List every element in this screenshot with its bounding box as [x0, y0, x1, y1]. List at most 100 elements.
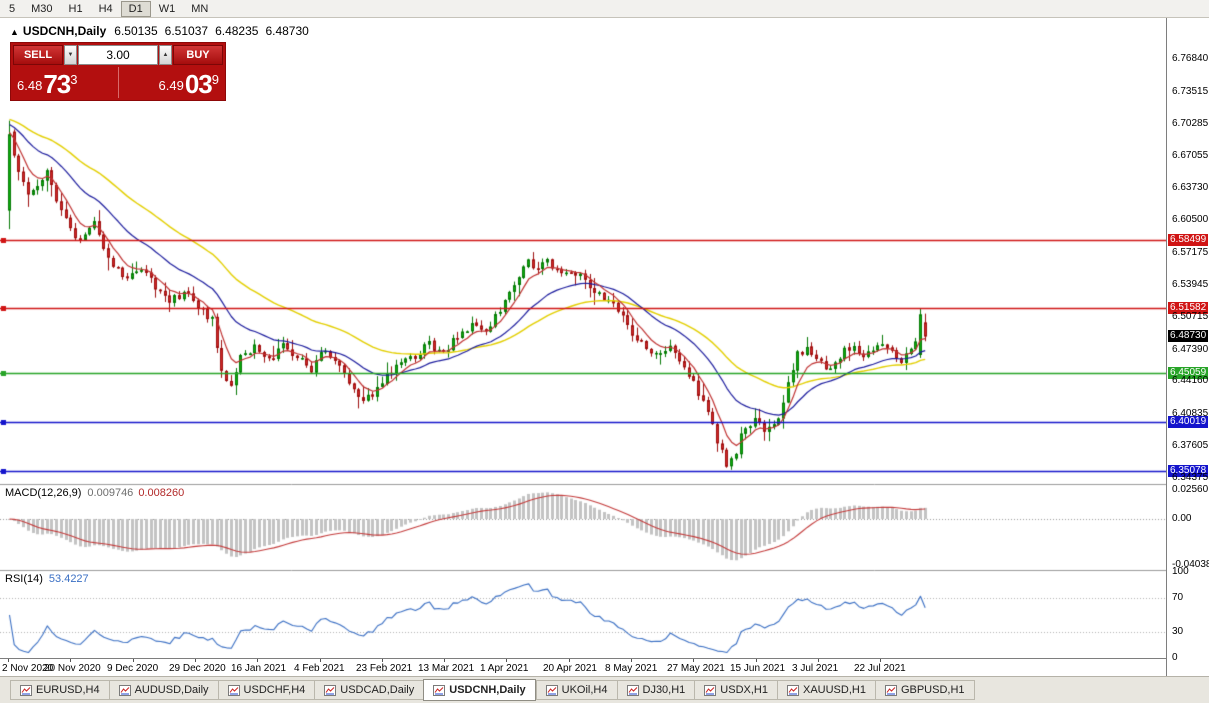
chart-tab-ukoil[interactable]: UKOil,H4: [535, 680, 617, 700]
volume-decrease-button[interactable]: ▼: [64, 45, 77, 65]
chart-tab-icon: [626, 684, 639, 696]
buy-button[interactable]: BUY: [173, 45, 223, 65]
time-axis-tick: [70, 659, 71, 662]
low-value: 6.48235: [215, 24, 259, 38]
rsi-indicator-label: RSI(14) 53.4227: [5, 573, 89, 585]
chart-tab-usdchf[interactable]: USDCHF,H4: [217, 680, 315, 700]
time-axis-tick: [631, 659, 632, 662]
chart-ohlc-header: ▲ USDCNH,Daily 6.50135 6.51037 6.48235 6.4873…: [10, 24, 316, 38]
buy-price-button[interactable]: 6.49 03 9: [118, 67, 223, 98]
timeframe-button-w1[interactable]: W1: [158, 2, 176, 15]
time-axis-tick: [506, 659, 507, 662]
time-axis-label: 2 Nov 2020: [2, 663, 54, 674]
price-axis-label: 6.76840: [1172, 53, 1209, 65]
time-axis-label: 8 May 2021: [605, 663, 658, 674]
high-value: 6.51037: [164, 24, 209, 38]
collapse-trade-panel-icon[interactable]: ▲: [10, 27, 19, 37]
timeframe-button-5[interactable]: 5: [9, 2, 16, 15]
volume-input[interactable]: [78, 45, 158, 65]
price-axis-label: 6.67055: [1172, 149, 1209, 161]
sell-price-button[interactable]: 6.48 73 3: [13, 67, 117, 98]
time-axis-label: 23 Feb 2021: [356, 663, 413, 674]
chart-tab-gbpusd[interactable]: GBPUSD,H1: [874, 680, 975, 700]
sell-price-pip: 3: [70, 72, 78, 87]
price-chart-canvas[interactable]: [0, 18, 1166, 658]
tab-label: DJ30,H1: [642, 684, 686, 696]
tab-label: USDCAD,Daily: [340, 684, 415, 696]
price-axis-label: 6.35078: [1168, 465, 1209, 478]
timeframe-button-d1[interactable]: D1: [120, 0, 151, 17]
macd-indicator-label: MACD(12,26,9) 0.009746 0.008260: [5, 487, 184, 499]
price-axis-label: 6.34375: [1172, 472, 1209, 484]
chart-tab-dj30[interactable]: DJ30,H1: [616, 680, 695, 700]
rsi-name: RSI(14): [5, 573, 43, 585]
chart-tab-icon: [118, 684, 131, 696]
time-axis-tick: [880, 659, 881, 662]
rsi-axis-label: 30: [1172, 626, 1184, 638]
sell-price-prefix: 6.48: [17, 78, 43, 93]
buy-price-pip: 9: [211, 72, 219, 87]
time-axis-label: 4 Feb 2021: [294, 663, 345, 674]
one-click-trading-widget: SELL ▼ ▲ BUY 6.48 73 3 6.49 03 9: [10, 42, 226, 101]
chart-tab-usdcad[interactable]: USDCAD,Daily: [314, 680, 424, 700]
chart-tab-audusd[interactable]: AUDUSD,Daily: [108, 680, 218, 700]
time-axis-tick: [320, 659, 321, 662]
time-axis-label: 3 Jul 2021: [792, 663, 839, 674]
timeframe-button-h4[interactable]: H4: [98, 2, 113, 15]
volume-increase-button[interactable]: ▲: [159, 45, 172, 65]
time-axis-tick: [133, 659, 134, 662]
chart-tab-usdcnh[interactable]: USDCNH,Daily: [423, 679, 536, 701]
timeframe-button-h1[interactable]: H1: [68, 2, 83, 15]
chart-tab-eurusd[interactable]: EURUSD,H4: [10, 680, 109, 700]
time-axis-label: 16 Jan 2021: [231, 663, 287, 674]
tab-label: XAUUSD,H1: [802, 684, 866, 696]
rsi-axis-label: 70: [1172, 591, 1184, 603]
open-value: 6.50135: [114, 24, 158, 38]
time-axis: 2 Nov 2020 20 Nov 2020 9 Dec 2020 29 Dec 20…: [0, 658, 1166, 676]
time-axis-label: 20 Nov 2020: [44, 663, 101, 674]
price-axis-label: 6.73515: [1172, 85, 1209, 97]
time-axis-tick: [382, 659, 383, 662]
price-axis-label: 6.40019: [1168, 416, 1209, 429]
tab-label: GBPUSD,H1: [900, 684, 965, 696]
time-axis-label: 20 Apr 2021: [543, 663, 597, 674]
price-axis-label: 6.57175: [1172, 247, 1209, 259]
chart-tab-icon: [324, 684, 337, 696]
chart-tab-icon: [786, 684, 799, 696]
tab-label: USDX,H1: [720, 684, 768, 696]
sell-button[interactable]: SELL: [13, 45, 63, 65]
time-axis-tick: [195, 659, 196, 662]
macd-signal-value: 0.008260: [138, 487, 185, 499]
price-axis-label: 6.37605: [1172, 440, 1209, 452]
tab-label: UKOil,H4: [561, 684, 608, 696]
tab-label: USDCNH,Daily: [449, 684, 526, 696]
price-axis: 6.76840 6.73515 6.70285 6.67055 6.63730 6.605…: [1166, 18, 1209, 676]
price-axis-label: 6.44160: [1172, 375, 1209, 387]
sell-price-big: 73: [43, 69, 71, 99]
price-axis-label: 6.51582: [1168, 302, 1209, 315]
macd-axis-label: 0.02560: [1172, 483, 1209, 495]
time-axis-tick: [257, 659, 258, 662]
chart-tab-icon: [545, 684, 558, 696]
chart-tab-bar: EURUSD,H4 AUDUSD,Daily USDCHF,H4 USDCAD,Dai…: [0, 676, 1209, 703]
chart-tab-usdx[interactable]: USDX,H1: [694, 680, 777, 700]
tab-label: USDCHF,H4: [243, 684, 306, 696]
chart-tab-icon: [704, 684, 717, 696]
time-axis-label: 29 Dec 2020: [169, 663, 226, 674]
chart-tab-icon: [433, 684, 446, 696]
macd-axis-label: -0.04038: [1172, 558, 1209, 570]
buy-price-big: 03: [184, 69, 213, 99]
price-axis-label: 6.58499: [1168, 234, 1209, 246]
time-axis-label: 13 Mar 2021: [418, 663, 475, 674]
time-axis-tick: [444, 659, 445, 662]
time-axis-tick: [756, 659, 757, 662]
time-axis-tick: [8, 659, 9, 662]
chart-tab-icon: [227, 684, 240, 696]
timeframe-button-mn[interactable]: MN: [191, 2, 209, 15]
chart-tab-xauusd[interactable]: XAUUSD,H1: [776, 680, 875, 700]
rsi-value: 53.4227: [48, 573, 89, 585]
timeframe-button-m30[interactable]: M30: [31, 2, 53, 15]
time-axis-label: 1 Apr 2021: [480, 663, 529, 674]
macd-main-value: 0.009746: [87, 487, 134, 499]
